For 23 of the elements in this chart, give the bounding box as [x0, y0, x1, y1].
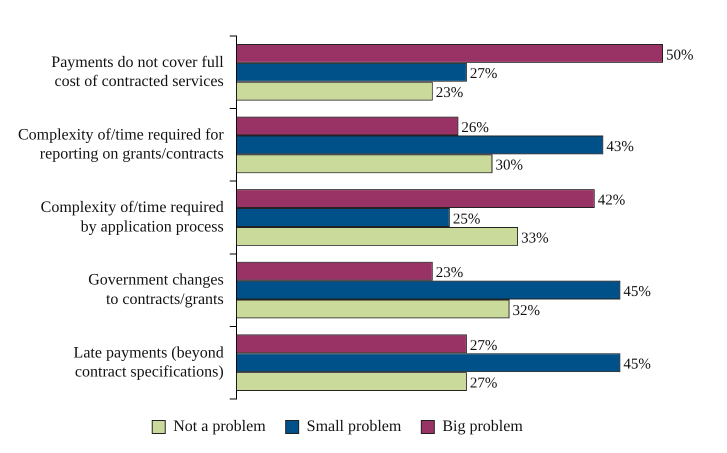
y-tick-label: Payments do not cover full cost of contracted services [51, 54, 224, 90]
data-label: 23% [436, 85, 464, 102]
data-label: 26% [461, 120, 489, 136]
data-label: 50% [666, 47, 694, 64]
data-label: 42% [598, 192, 626, 209]
y-tick-label: Complexity of/time required for reporting on grants/contracts [18, 126, 224, 163]
y-tick-label: Late payments (beyond contract specifications) [74, 344, 224, 381]
data-label: 30% [495, 158, 523, 174]
legend-label: Not a problem [173, 418, 266, 436]
data-label: 45% [623, 284, 651, 300]
data-label: 25% [452, 211, 480, 228]
data-label: 32% [512, 302, 540, 319]
data-label: 45% [623, 356, 651, 373]
y-tick-label: Government changes to contracts/grants [88, 272, 224, 308]
data-label: 27% [470, 66, 498, 82]
y-tick-label: Complexity of/time required by application process [40, 199, 224, 236]
data-label: 27% [470, 376, 498, 392]
legend-label: Small problem [306, 418, 402, 436]
data-label: 27% [470, 338, 498, 354]
data-label: 43% [606, 138, 634, 155]
legend-label: Big problem [442, 418, 524, 436]
data-label: 23% [436, 265, 464, 282]
data-label: 33% [521, 230, 549, 246]
